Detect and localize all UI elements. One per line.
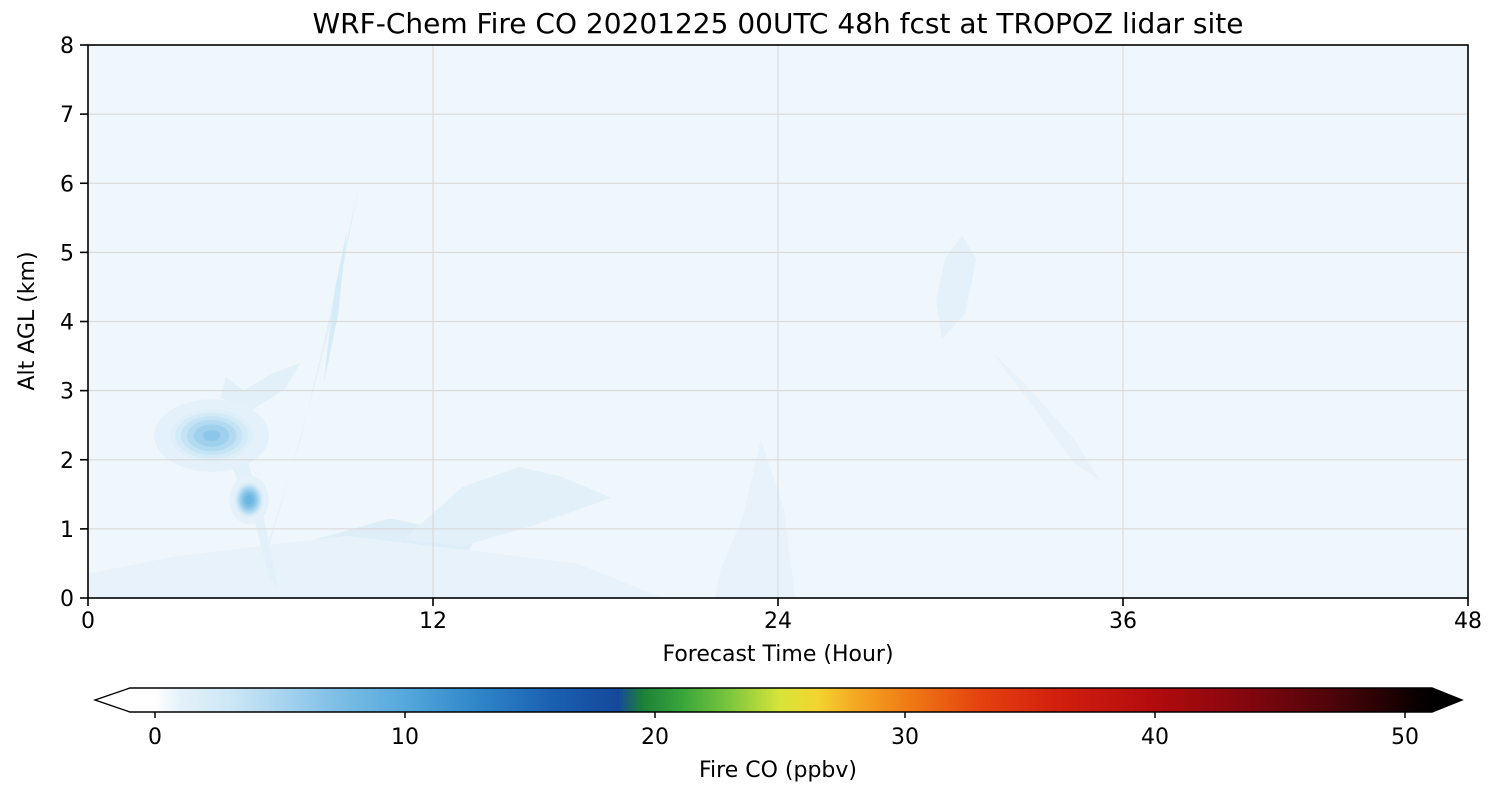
x-tick-label: 36: [1109, 609, 1137, 634]
chart-title: WRF-Chem Fire CO 20201225 00UTC 48h fcst…: [313, 7, 1244, 40]
x-tick-label: 48: [1454, 609, 1482, 634]
colorbar-under-arrow: [95, 688, 130, 712]
gridlines: [88, 45, 1468, 598]
contour-patch: [936, 235, 977, 339]
contour-patch: [220, 363, 301, 412]
contour-fills: [88, 176, 1100, 598]
x-axis-label: Forecast Time (Hour): [662, 642, 893, 667]
y-tick-label: 3: [60, 380, 74, 405]
y-tick-label: 4: [60, 311, 74, 336]
y-tick-label: 1: [60, 518, 74, 543]
colorbar-tick-label: 20: [641, 725, 669, 750]
colorbar-tick-label: 0: [148, 725, 162, 750]
colorbar-over-arrow: [1432, 688, 1462, 712]
colorbar-tick-label: 50: [1391, 725, 1419, 750]
y-tick-label: 6: [60, 172, 74, 197]
contour-blob-level: [245, 495, 253, 505]
y-tick-label: 7: [60, 103, 74, 128]
contour-patch: [404, 466, 612, 547]
y-tick-label: 5: [60, 241, 74, 266]
y-axis-label: Alt AGL (km): [15, 251, 40, 390]
colorbar: 0 10 20 30 40 50: [92, 687, 1464, 750]
colorbar-tick-label: 10: [391, 725, 419, 750]
colorbar-tick-label: 30: [891, 725, 919, 750]
colorbar-outline: [92, 687, 1464, 713]
x-tick-label: 24: [764, 609, 792, 634]
colorbar-label: Fire CO (ppbv): [699, 758, 857, 783]
x-tick-label: 12: [419, 609, 447, 634]
y-tick-label: 0: [60, 587, 74, 612]
contour-patch: [323, 231, 347, 384]
y-tick-label: 8: [60, 34, 74, 59]
contour-patch: [88, 535, 663, 598]
colorbar-gradient: [130, 688, 1432, 712]
y-tick-label: 2: [60, 449, 74, 474]
contour-blob-level: [202, 430, 221, 442]
contour-patch: [714, 439, 796, 598]
contour-patch: [993, 352, 1100, 481]
x-tick-label: 0: [81, 609, 95, 634]
colorbar-tick-label: 40: [1141, 725, 1169, 750]
